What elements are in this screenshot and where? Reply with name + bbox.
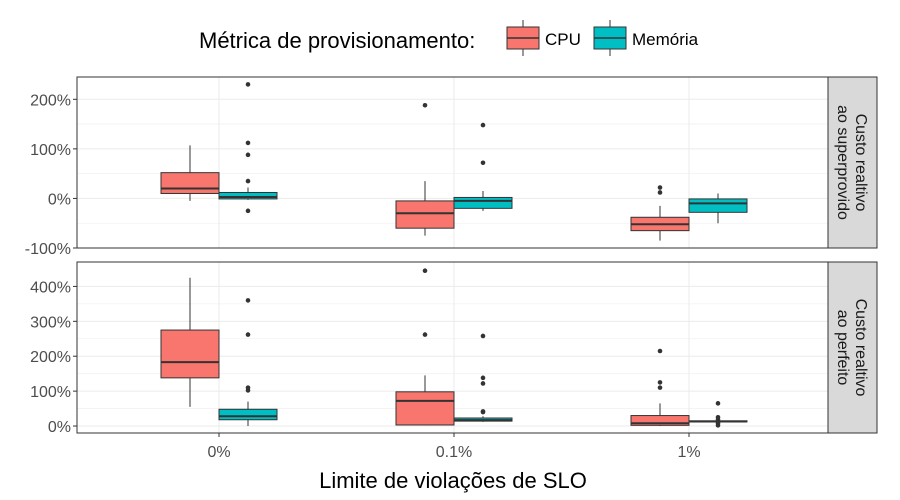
box-cpu-0% [160, 277, 220, 407]
outlier-point [480, 375, 486, 381]
box-body [453, 196, 513, 209]
panel-1: -100% 0% 100% 200% Custo realtivoao superpro… [25, 76, 878, 258]
box-memória-0% [218, 82, 278, 214]
box-body [218, 191, 278, 200]
x-axis: 0% 0.1% 1% [207, 433, 701, 461]
box-body [218, 408, 278, 421]
outlier-point [480, 160, 486, 166]
outlier-point [480, 381, 486, 386]
x-tick-label: 1% [677, 444, 700, 461]
legend-key-1: CPU [506, 20, 581, 56]
outlier-point [657, 348, 663, 354]
legend-label: CPU [545, 30, 581, 49]
box-memória-0.1% [453, 333, 513, 422]
y-tick-label: -100% [25, 241, 71, 258]
x-axis-title: Limite de violações de SLO [319, 468, 587, 493]
strip-label-line: ao perfeito [834, 310, 851, 386]
y-tick-label: 100% [30, 142, 71, 159]
box-body [160, 329, 220, 379]
strip-label-line: Custo realtivo [852, 114, 869, 212]
y-tick-label: 0% [48, 419, 71, 436]
box-cpu-0.1% [395, 268, 455, 426]
outlier-point [715, 420, 721, 426]
outlier-point [657, 385, 663, 390]
box-memória-0% [218, 298, 278, 427]
box-cpu-0% [160, 145, 220, 201]
outlier-point [657, 185, 663, 190]
outlier-point [245, 152, 251, 158]
box-body [688, 198, 748, 213]
outlier-point [657, 380, 663, 385]
strip-label-line: ao superprovido [834, 105, 851, 220]
strip-label: Custo realtivoao perfeito [834, 299, 869, 397]
outlier-point [422, 102, 428, 108]
box-memória-1% [688, 193, 748, 224]
box-cpu-1% [630, 185, 690, 241]
y-tick-label: 300% [30, 314, 71, 331]
strip-label-line: Custo realtivo [852, 299, 869, 397]
outlier-point [715, 401, 721, 406]
box-body [160, 172, 220, 194]
outlier-point [245, 82, 251, 87]
outlier-point [245, 332, 251, 337]
x-tick-label: 0.1% [436, 444, 472, 461]
box-body [395, 391, 455, 426]
outlier-point [245, 208, 251, 214]
y-tick-label: 200% [30, 349, 71, 366]
y-tick-label: 0% [48, 191, 71, 208]
outlier-point [245, 385, 251, 390]
outlier-point [245, 178, 251, 184]
strip-background [827, 76, 878, 249]
y-tick-label: 100% [30, 384, 71, 401]
outlier-point [422, 332, 428, 337]
y-tick-label: 400% [30, 279, 71, 296]
outlier-point [715, 414, 721, 420]
y-tick-label: 200% [30, 92, 71, 109]
legend-title: Métrica de provisionamento: [199, 28, 475, 53]
strip-background [827, 261, 878, 434]
box-body [395, 200, 455, 229]
outlier-point [480, 409, 486, 414]
outlier-point [480, 122, 486, 128]
x-tick-label: 0% [207, 444, 230, 461]
outlier-point [480, 333, 486, 339]
strip-label: Custo realtivoao superprovido [834, 105, 869, 220]
legend-label: Memória [632, 30, 699, 49]
legend: Métrica de provisionamento: CPU Memória [199, 20, 699, 56]
legend-key-2: Memória [593, 20, 699, 56]
outlier-point [245, 140, 251, 146]
box-memória-1% [688, 401, 748, 428]
panel-2: 0% 100% 200% 300% 400% Custo realtivoao perfe… [30, 261, 878, 436]
outlier-point [657, 190, 663, 195]
outlier-point [422, 268, 428, 274]
outlier-point [245, 298, 251, 303]
box-memória-0.1% [453, 122, 513, 211]
box-cpu-0.1% [395, 102, 455, 236]
